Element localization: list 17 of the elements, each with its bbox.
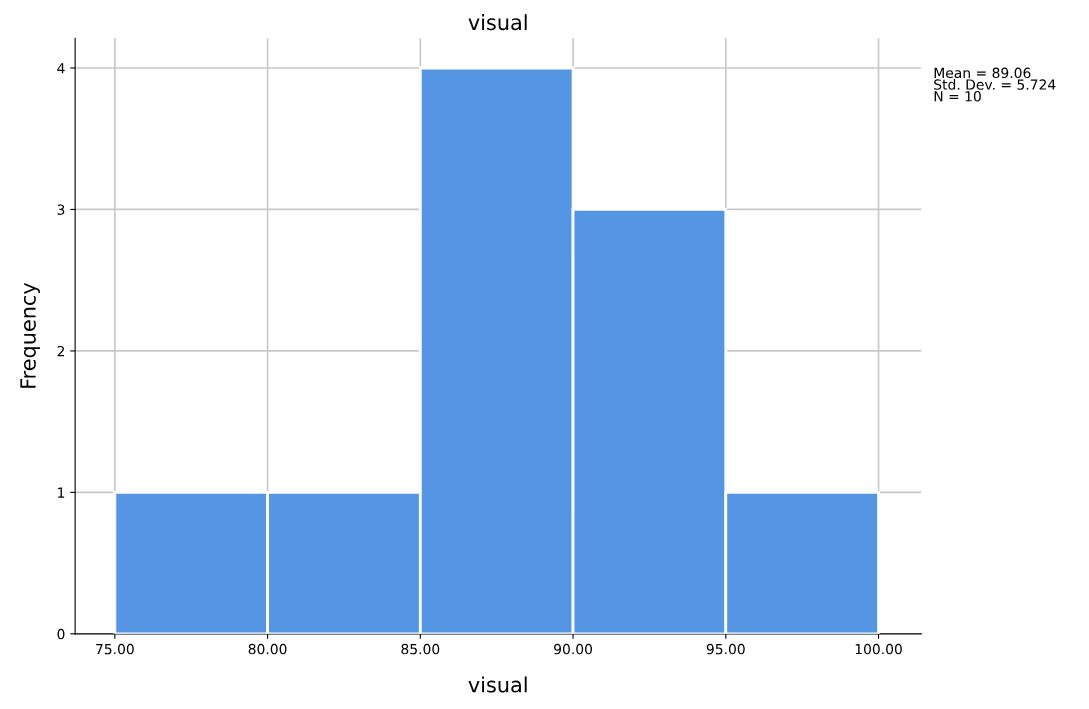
y-tick-label: 2 xyxy=(57,345,65,357)
text: Std. Dev. = 5.724 xyxy=(934,79,1056,90)
y-tick-label: 0 xyxy=(57,628,65,640)
x-tick-label: 90.00 xyxy=(554,643,593,655)
chart-title: visual xyxy=(468,14,527,31)
y-tick-label: 4 xyxy=(57,63,65,74)
text: N = 10 xyxy=(934,91,981,102)
x-tick-label: 80.00 xyxy=(248,643,287,655)
y-tick-label: 1 xyxy=(58,487,65,498)
x-tick-label: 95.00 xyxy=(706,643,745,655)
y-tick-label: 3 xyxy=(57,204,65,215)
text: Mean = 89.06 xyxy=(934,67,1031,79)
x-axis-title: visual xyxy=(468,676,527,693)
x-tick-label: 100.00 xyxy=(855,643,902,655)
y-axis-title: Frequency xyxy=(20,282,40,388)
x-tick-label: 85.00 xyxy=(401,643,440,655)
x-tick-label: 75.00 xyxy=(96,643,134,655)
